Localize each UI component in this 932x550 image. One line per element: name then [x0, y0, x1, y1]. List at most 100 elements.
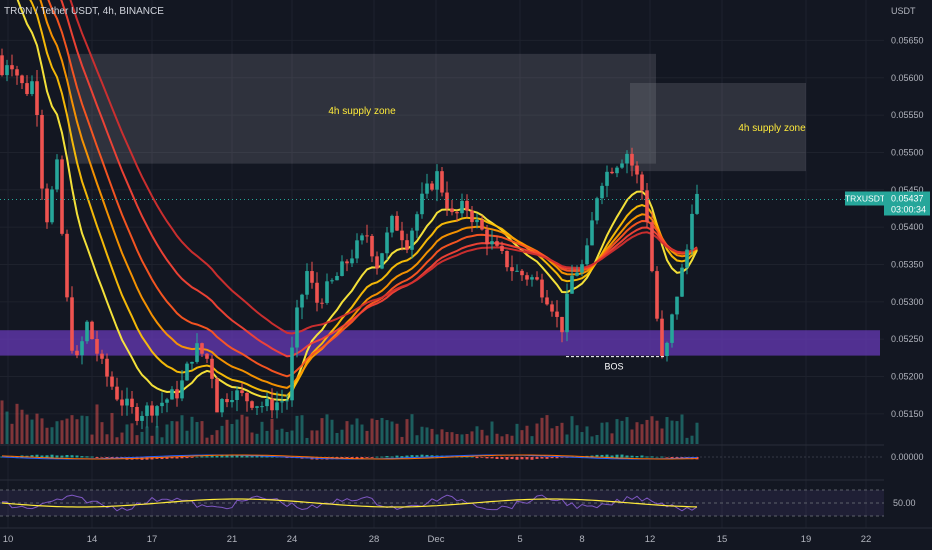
candle-body — [255, 406, 259, 408]
candle-body — [520, 270, 524, 276]
volume-bar — [355, 418, 359, 444]
candle — [145, 402, 149, 428]
candle-body — [305, 271, 309, 295]
ticker-badge-bg — [845, 191, 885, 206]
candle — [645, 183, 649, 228]
macd-hist-bar — [665, 457, 669, 458]
candle — [310, 261, 314, 289]
candle — [460, 193, 464, 218]
candle-body — [480, 219, 484, 230]
date-tick-label: 8 — [579, 534, 584, 545]
macd-hist-bar — [85, 456, 89, 458]
candle-body — [5, 65, 9, 76]
volume-bar — [130, 423, 134, 444]
candle-body — [155, 406, 159, 416]
candle — [365, 224, 369, 243]
candle — [540, 273, 544, 303]
candle-body — [570, 275, 574, 294]
volume-bar — [370, 418, 374, 444]
candle-body — [600, 185, 604, 199]
candle — [85, 320, 89, 344]
candle-body — [635, 165, 639, 175]
candle-body — [265, 399, 269, 407]
candle-body — [550, 304, 554, 312]
volume-bar — [375, 419, 379, 444]
candle-body — [375, 256, 379, 269]
macd-hist-bar — [420, 454, 424, 458]
candle — [520, 268, 524, 281]
candle — [655, 266, 659, 322]
candle-body — [530, 277, 534, 280]
candle-body — [10, 65, 14, 70]
volume-bar — [325, 414, 329, 444]
volume-bar — [170, 421, 174, 444]
candle — [240, 382, 244, 397]
candle-body — [35, 81, 39, 116]
volume-bar — [695, 422, 699, 444]
macd-hist-bar — [400, 456, 404, 458]
volume-bar — [535, 423, 539, 444]
candle-body — [295, 307, 299, 348]
candle-body — [110, 376, 114, 387]
macd-hist-bar — [185, 457, 189, 459]
volume-bar — [235, 419, 239, 444]
macd-hist-bar — [480, 457, 484, 458]
volume-bar — [445, 431, 449, 444]
volume-bar — [435, 434, 439, 444]
candle-body — [290, 347, 294, 401]
candle-body — [360, 235, 364, 241]
volume-bar — [665, 417, 669, 444]
candle — [135, 403, 139, 426]
candle-body — [225, 399, 229, 403]
macd-hist-bar — [160, 457, 164, 460]
candle — [385, 227, 389, 260]
candle-body — [190, 361, 194, 364]
candle — [305, 263, 309, 300]
macd-hist-bar — [525, 457, 529, 460]
candle-body — [310, 271, 314, 283]
candle — [390, 214, 394, 238]
date-tick-label: 24 — [287, 534, 298, 545]
candle-body — [340, 261, 344, 276]
volume-bar — [650, 416, 654, 444]
macd-hist-bar — [475, 457, 479, 459]
macd-hist-bar — [510, 457, 514, 460]
candle-body — [40, 115, 44, 189]
candle-body — [230, 399, 234, 403]
candle — [235, 386, 239, 412]
macd-hist-bar — [495, 457, 499, 460]
macd-hist-bar — [90, 456, 94, 458]
volume-bar — [255, 433, 259, 444]
candle-body — [425, 183, 429, 194]
volume-bar — [200, 421, 204, 444]
macd-hist-bar — [355, 457, 359, 459]
candle — [405, 233, 409, 254]
macd-hist-bar — [390, 456, 394, 458]
ema-line-6 — [69, 0, 698, 335]
date-tick-label: 14 — [87, 534, 98, 545]
candle — [445, 181, 449, 216]
macd-hist-bar — [530, 457, 534, 460]
macd-hist-bar — [65, 454, 69, 458]
volume-bar — [265, 430, 269, 444]
candle — [500, 241, 504, 254]
candle-body — [260, 406, 264, 408]
volume-bar — [575, 425, 579, 444]
candle-body — [460, 200, 464, 214]
candle — [485, 225, 489, 256]
volume-bar — [490, 421, 494, 444]
macd-hist-bar — [650, 456, 654, 458]
macd-hist-bar — [560, 457, 564, 458]
candle-body — [675, 296, 679, 315]
candle-body — [545, 297, 549, 305]
candle — [480, 215, 484, 231]
candle — [50, 186, 54, 225]
candle-body — [85, 321, 89, 342]
volume-bar — [140, 431, 144, 444]
volume-bar — [25, 414, 29, 444]
volume-bar — [305, 437, 309, 444]
candle — [275, 391, 279, 419]
candle-body — [240, 390, 244, 394]
candle — [170, 386, 174, 400]
